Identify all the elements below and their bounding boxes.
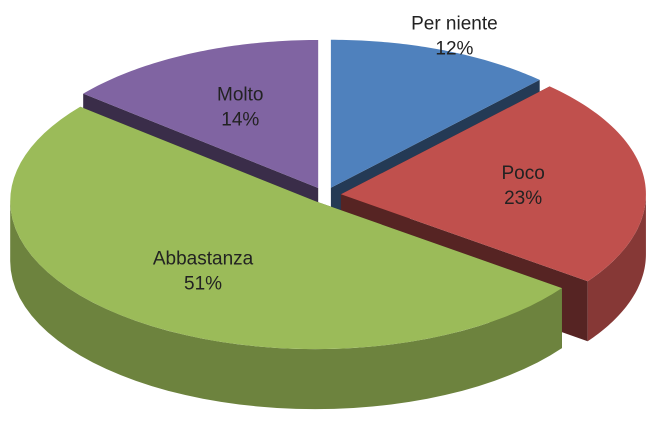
slice-top: [330, 39, 540, 188]
slice: [10, 106, 562, 410]
slice-value-label: 12%: [435, 38, 473, 59]
slice-label: Per niente: [411, 13, 498, 34]
slice-label: Molto: [217, 85, 263, 106]
slice-value-label: 14%: [221, 110, 259, 131]
slice-wall: [10, 201, 562, 410]
slice-value-label: 51%: [184, 273, 222, 294]
slice-top: [83, 39, 319, 188]
slice-value-label: 23%: [504, 188, 542, 209]
slice-label: Poco: [501, 163, 544, 184]
slice-top: [340, 86, 646, 282]
slice-top: [10, 106, 562, 350]
slice-label: Abbastanza: [153, 248, 254, 269]
slice-wall: [587, 194, 646, 342]
